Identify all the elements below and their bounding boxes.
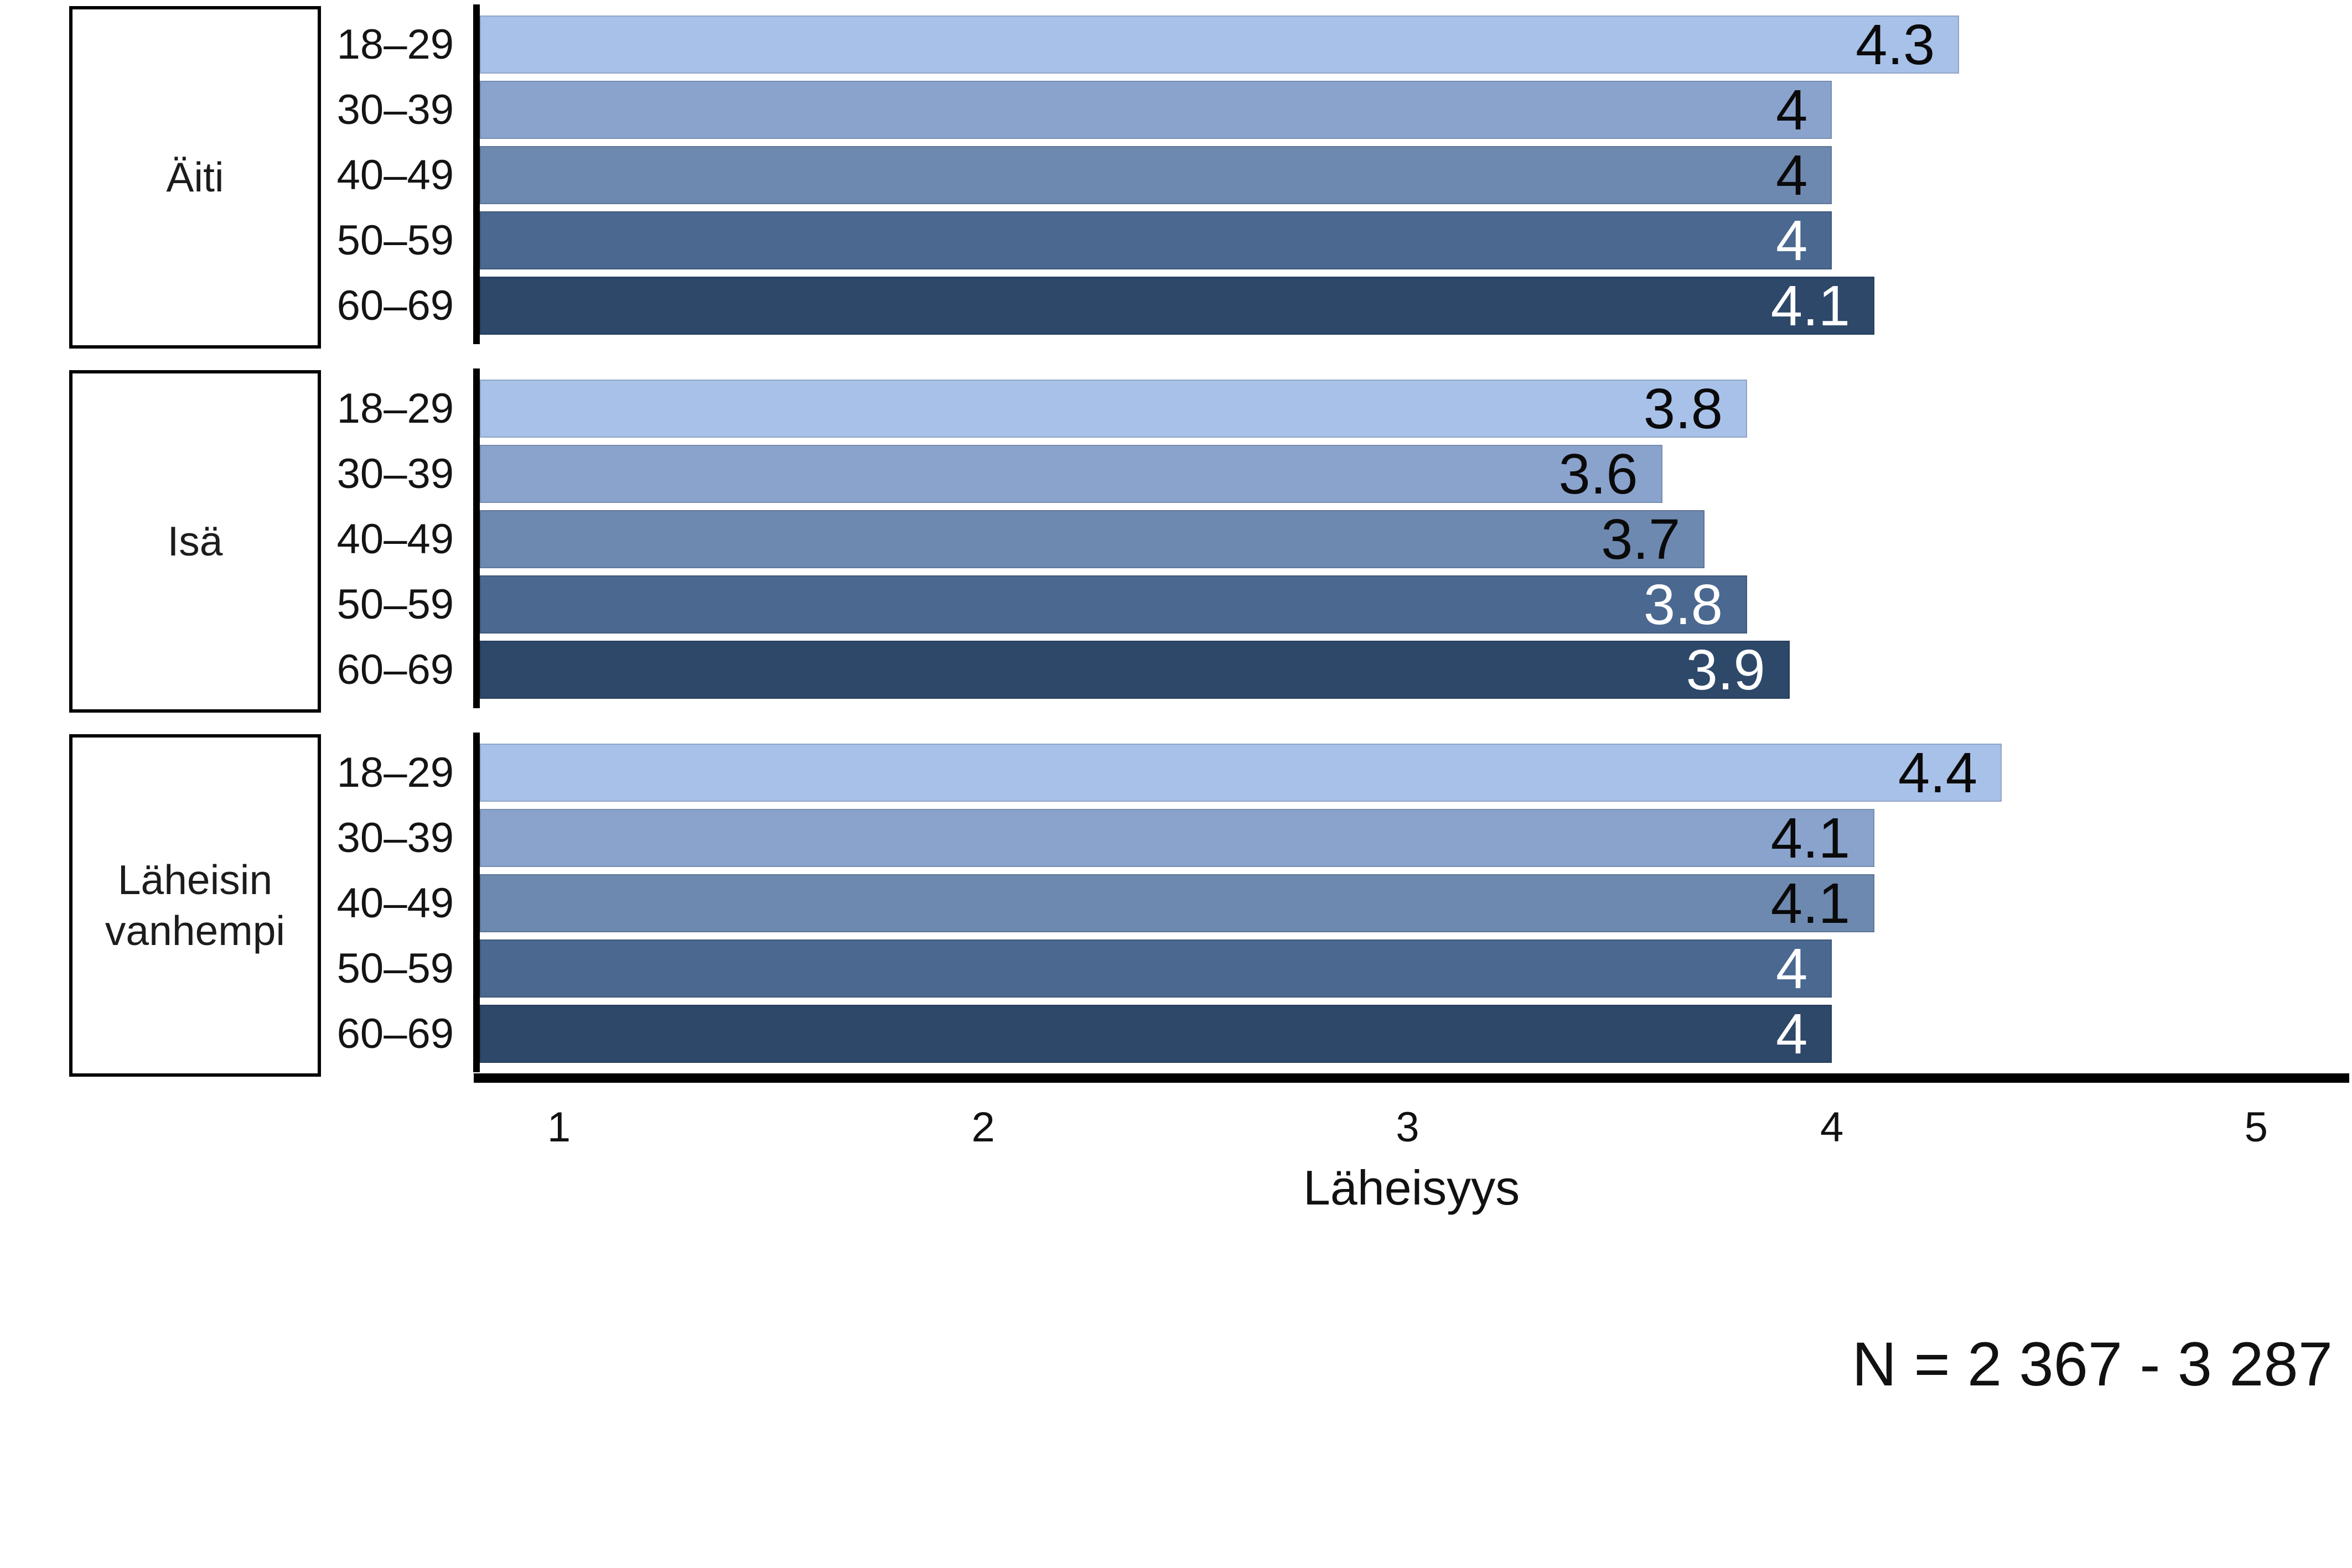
- bar: 4.1: [480, 874, 1874, 932]
- group-panel: Läheisin vanhempi 18–29 4.4 30–39 4.1 40–49 4.…: [0, 733, 2352, 1077]
- age-label: 60–69: [336, 1010, 454, 1057]
- bar: 3.6: [480, 445, 1662, 503]
- age-label: 50–59: [336, 217, 454, 264]
- bar-value-label: 4.1: [1770, 274, 1850, 338]
- bar-value-label: 4.4: [1898, 741, 1978, 804]
- bar: 4: [480, 81, 1832, 139]
- age-label: 18–29: [336, 21, 454, 68]
- bar-row: 30–39 3.6: [327, 445, 2352, 503]
- x-axis-line: [474, 1073, 2349, 1083]
- group-label: Äiti: [166, 153, 224, 200]
- group-panel: Äiti 18–29 4.3 30–39 4 40–49 4 50–59 4 60–69 4.1: [0, 4, 2352, 349]
- bar: 3.9: [480, 641, 1790, 699]
- bar-value-label: 4: [1776, 143, 1808, 207]
- bar: 4: [480, 939, 1832, 998]
- group-label: Isä: [167, 517, 223, 564]
- age-label: 50–59: [336, 945, 454, 992]
- age-label: 40–49: [336, 152, 454, 199]
- y-axis-segment: [473, 368, 480, 708]
- bar-rows: 18–29 4.3 30–39 4 40–49 4 50–59 4 60–69 4.1: [327, 15, 2352, 335]
- group-box: Isä: [69, 370, 321, 713]
- bar-value-label: 3.7: [1601, 507, 1681, 571]
- group-box: Läheisin vanhempi: [69, 734, 321, 1077]
- bar: 3.7: [480, 510, 1705, 568]
- x-tick-label: 5: [2244, 1104, 2268, 1151]
- bar-value-label: 4.1: [1770, 871, 1850, 935]
- bar-value-label: 4: [1776, 1002, 1808, 1066]
- bar-value-label: 3.8: [1643, 377, 1723, 440]
- age-label: 40–49: [336, 880, 454, 927]
- sample-size-note: N = 2 367 - 3 287: [1852, 1330, 2333, 1399]
- age-label: 60–69: [336, 282, 454, 329]
- bar-row: 60–69 4.1: [327, 277, 2352, 335]
- y-axis-segment: [473, 4, 480, 344]
- age-label: 30–39: [336, 814, 454, 861]
- group-panel: Isä 18–29 3.8 30–39 3.6 40–49 3.7 50–59 3.8 60–69…: [0, 368, 2352, 713]
- bar-value-label: 4: [1776, 937, 1808, 1000]
- bar: 4.3: [480, 13, 1960, 76]
- x-tick-label: 4: [1820, 1104, 1844, 1151]
- bar-value-label: 4.1: [1770, 806, 1850, 870]
- bar-row: 60–69 3.9: [327, 641, 2352, 699]
- x-tick-label: 3: [1396, 1104, 1420, 1151]
- bar: 4: [480, 211, 1832, 269]
- bar: 4.4: [480, 744, 2002, 802]
- group-box: Äiti: [69, 6, 321, 349]
- bar-row: 60–69 4: [327, 1005, 2352, 1063]
- x-axis-ticks: 1 2 3 4 5: [474, 1100, 2349, 1155]
- age-label: 18–29: [336, 385, 454, 432]
- bar-row: 18–29 4.3: [327, 15, 2352, 74]
- age-label: 18–29: [336, 749, 454, 796]
- bar-row: 40–49 4: [327, 146, 2352, 204]
- bar-value-label: 3.8: [1643, 573, 1723, 636]
- bar-rows: 18–29 4.4 30–39 4.1 40–49 4.1 50–59 4 60–69 4: [327, 744, 2352, 1063]
- bar-row: 18–29 3.8: [327, 380, 2352, 438]
- x-tick-label: 2: [971, 1104, 995, 1151]
- age-label: 50–59: [336, 581, 454, 628]
- bar-row: 40–49 3.7: [327, 510, 2352, 568]
- bar-row: 30–39 4.1: [327, 809, 2352, 867]
- age-label: 60–69: [336, 646, 454, 693]
- bar-value-label: 4: [1776, 209, 1808, 272]
- bar-value-label: 3.9: [1686, 638, 1765, 702]
- x-axis-label: Läheisyys: [1303, 1160, 1520, 1215]
- bar-value-label: 3.6: [1558, 442, 1638, 506]
- bar: 4.1: [480, 809, 1874, 867]
- age-label: 30–39: [336, 86, 454, 133]
- age-label: 30–39: [336, 450, 454, 497]
- bar-row: 50–59 4: [327, 211, 2352, 269]
- bar-row: 50–59 3.8: [327, 575, 2352, 634]
- bar-row: 50–59 4: [327, 939, 2352, 998]
- bar: 4.1: [480, 277, 1874, 335]
- bar-row: 18–29 4.4: [327, 744, 2352, 802]
- bar: 4: [480, 1005, 1832, 1063]
- x-tick-label: 1: [547, 1104, 571, 1151]
- bar-value-label: 4: [1776, 78, 1808, 142]
- bar-row: 40–49 4.1: [327, 874, 2352, 932]
- bar-rows: 18–29 3.8 30–39 3.6 40–49 3.7 50–59 3.8 60–69 3.9: [327, 380, 2352, 699]
- y-axis-segment: [473, 733, 480, 1072]
- bar-row: 30–39 4: [327, 81, 2352, 139]
- bar: 4: [480, 146, 1832, 204]
- group-label: Läheisin vanhempi: [105, 856, 286, 954]
- bar: 3.8: [480, 380, 1747, 438]
- bar-value-label: 4.3: [1856, 13, 1935, 76]
- age-label: 40–49: [336, 516, 454, 563]
- bar: 3.8: [480, 575, 1747, 634]
